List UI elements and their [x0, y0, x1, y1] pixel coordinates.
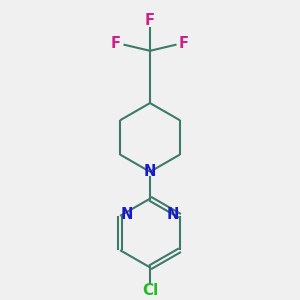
- Text: F: F: [145, 13, 155, 28]
- Text: F: F: [111, 36, 121, 51]
- Text: Cl: Cl: [142, 283, 158, 298]
- Text: N: N: [144, 164, 156, 179]
- Text: F: F: [179, 36, 189, 51]
- Text: N: N: [121, 207, 133, 222]
- Text: N: N: [167, 207, 179, 222]
